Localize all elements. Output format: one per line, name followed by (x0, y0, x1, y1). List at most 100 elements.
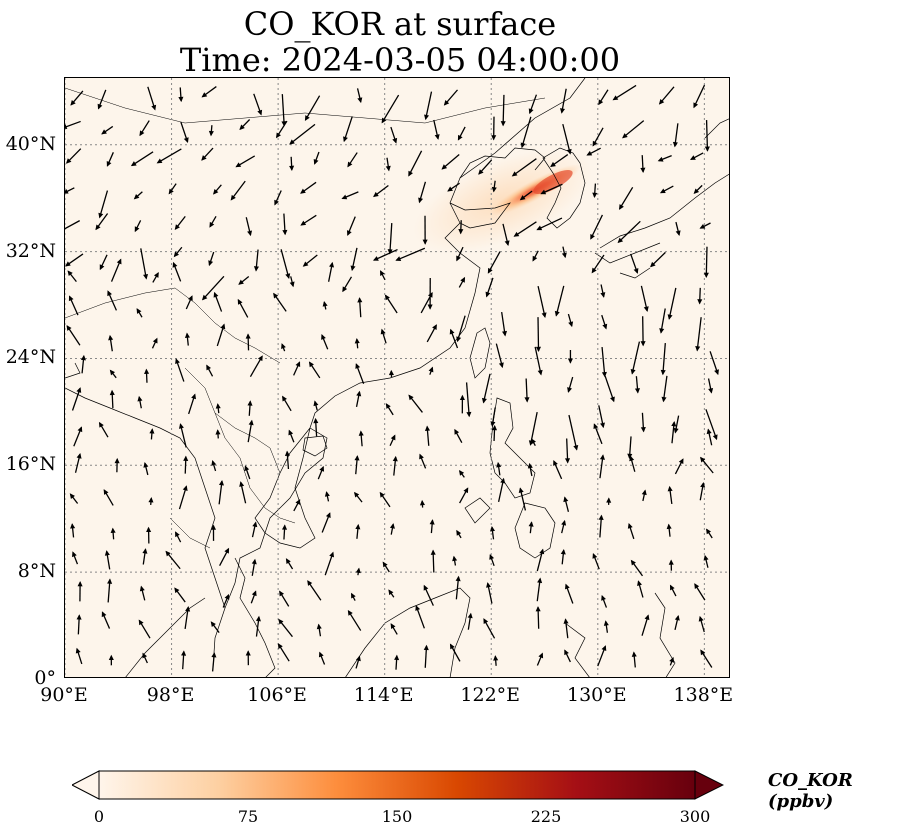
wind-arrow (302, 254, 318, 267)
wind-arrow (705, 409, 718, 441)
wind-arrow (536, 577, 543, 602)
wind-arrow (247, 400, 253, 416)
wind-arrow (282, 213, 288, 236)
wind-arrow (563, 618, 569, 639)
wind-arrow (322, 300, 328, 310)
wind-arrow (707, 378, 714, 394)
wind-arrow (239, 119, 251, 131)
wind-arrow (706, 428, 713, 446)
wind-arrow (75, 647, 83, 665)
wind-arrow (592, 127, 604, 147)
wind-arrow (520, 116, 532, 149)
wind-arrow (640, 412, 646, 433)
wind-arrow (110, 258, 122, 282)
wind-arrow (501, 311, 508, 337)
wind-arrow (441, 154, 460, 170)
wind-arrow (230, 180, 246, 201)
wind-arrow (454, 428, 463, 444)
wind-arrow (146, 526, 152, 544)
wind-arrow (601, 346, 607, 378)
wind-arrow (667, 485, 673, 505)
wind-arrow (536, 217, 563, 231)
wind-arrow (467, 612, 473, 630)
wind-arrow (423, 644, 429, 668)
lat-tick-label: 40°N (5, 132, 56, 155)
wind-arrow (518, 487, 527, 511)
lon-tick-label: 122°E (460, 684, 521, 706)
wind-arrow (238, 275, 250, 285)
wind-arrow (308, 361, 321, 379)
wind-arrow (168, 183, 177, 195)
wind-arrow (389, 523, 395, 535)
wind-arrow (139, 585, 146, 601)
wind-arrow (385, 403, 394, 416)
wind-arrow (107, 578, 113, 603)
wind-arrow (390, 623, 398, 635)
wind-arrow (307, 580, 322, 601)
wind-arrow (156, 148, 182, 164)
wind-arrow (208, 251, 215, 267)
colorbar-tick-label: 0 (93, 807, 105, 826)
wind-arrow (415, 605, 425, 629)
wind-arrow (281, 343, 286, 352)
wind-arrow (215, 429, 221, 439)
wind-arrow (210, 524, 217, 541)
wind-arrow (175, 531, 182, 543)
wind-arrow (71, 387, 82, 411)
wind-arrow (174, 215, 186, 230)
wind-arrow (456, 315, 466, 343)
wind-arrow (703, 554, 709, 568)
wind-arrow (424, 91, 433, 121)
wind-arrow (99, 254, 108, 271)
wind-arrow (358, 430, 364, 447)
wind-arrow (387, 223, 393, 255)
wind-arrow (380, 328, 387, 344)
wind-arrow (560, 88, 567, 114)
colorbar-label: CO_KOR (ppbv) (768, 770, 853, 812)
wind-arrow (592, 552, 600, 570)
wind-arrow (531, 438, 536, 446)
wind-arrow (65, 253, 84, 267)
wind-arrow (103, 489, 114, 506)
wind-arrow (282, 395, 292, 412)
wind-arrow (513, 221, 537, 237)
wind-arrow (300, 181, 317, 194)
wind-arrow (288, 429, 295, 443)
wind-arrow (381, 94, 400, 124)
wind-arrow (483, 618, 496, 639)
wind-arrow (137, 395, 143, 409)
wind-arrow (500, 94, 506, 127)
wind-arrow (69, 493, 79, 504)
wind-arrow (527, 462, 533, 477)
wind-arrow (640, 316, 646, 347)
wind-arrow (147, 86, 157, 111)
wind-vectors (65, 84, 719, 672)
wind-arrow (130, 151, 154, 167)
wind-arrow (68, 295, 79, 316)
wind-arrow (201, 86, 217, 98)
wind-arrow (98, 421, 109, 438)
wind-arrow (213, 291, 223, 312)
wind-arrow (98, 190, 109, 219)
wind-arrow (250, 590, 257, 604)
wind-arrow (637, 580, 644, 598)
map-canvas (65, 78, 729, 677)
wind-arrow (151, 337, 158, 349)
lat-tick-label: 24°N (5, 346, 56, 369)
wind-arrow (693, 184, 703, 194)
wind-arrow (76, 614, 82, 635)
wind-arrow (536, 548, 545, 572)
wind-arrow (598, 514, 604, 538)
wind-arrow (567, 376, 574, 393)
wind-arrow (524, 378, 530, 403)
wind-arrow (661, 375, 668, 403)
wind-arrow (133, 191, 143, 200)
wind-arrow (600, 284, 606, 298)
wind-arrow (465, 382, 472, 418)
wind-arrow (489, 553, 495, 567)
wind-arrow (178, 87, 184, 103)
wind-arrow (235, 155, 256, 168)
wind-arrow (245, 333, 251, 351)
wind-arrow (341, 191, 359, 200)
